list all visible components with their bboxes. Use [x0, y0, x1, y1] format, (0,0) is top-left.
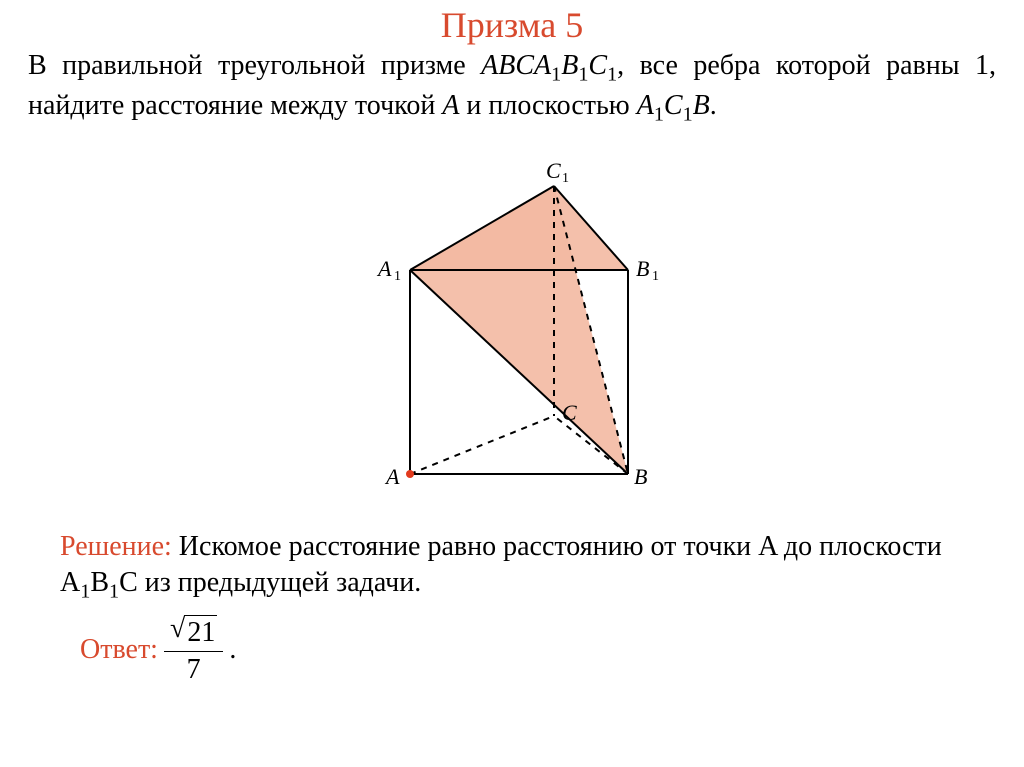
plane-name-2: A1B1C [60, 567, 138, 598]
radical-sign: √ [170, 615, 185, 643]
s: 1 [80, 581, 90, 603]
s: 1 [578, 64, 588, 86]
diagram-container: C1A1B1CAB [0, 138, 1024, 523]
fraction-denominator: 7 [164, 652, 223, 686]
svg-text:1: 1 [652, 269, 659, 284]
problem-part: В правильной треугольной призме [28, 50, 481, 81]
t: C [664, 90, 683, 121]
problem-part: и плоскостью [459, 90, 636, 121]
t: B [561, 50, 578, 81]
fraction-numerator: √ 21 [164, 613, 223, 653]
plane-name: A1C1B [637, 90, 710, 121]
s: 1 [109, 581, 119, 603]
sol-part: Искомое расстояние равно расстоянию от т… [172, 531, 758, 562]
svg-text:A: A [384, 464, 400, 489]
svg-text:1: 1 [562, 171, 569, 186]
problem-part: . [710, 90, 717, 121]
svg-text:C: C [546, 158, 561, 183]
svg-text:C: C [562, 400, 577, 425]
t: C [588, 50, 607, 81]
solution-keyword: Решение: [60, 531, 172, 562]
page-title: Призма 5 [0, 0, 1024, 48]
svg-text:B: B [636, 256, 649, 281]
s: 1 [607, 64, 617, 86]
prism-diagram: C1A1B1CAB [332, 138, 692, 518]
problem-text: В правильной треугольной призме ABCA1B1C… [0, 48, 1024, 128]
point-a: A [758, 531, 777, 562]
answer-row: Ответ: √ 21 7 . [0, 613, 1024, 687]
sqrt: √ 21 [170, 615, 217, 650]
point-a: A [442, 90, 459, 121]
prism-name: ABCA1B1C1 [481, 50, 617, 81]
svg-text:A: A [376, 256, 392, 281]
sol-part: до плоскости [777, 531, 942, 562]
svg-text:1: 1 [394, 269, 401, 284]
answer-dot: . [229, 634, 236, 666]
solution-text: Решение: Искомое расстояние равно рассто… [0, 529, 1024, 605]
t: A [60, 567, 80, 598]
t: ABCA [481, 50, 551, 81]
t: B [90, 567, 109, 598]
t: B [693, 90, 710, 121]
s: 1 [654, 103, 664, 125]
radicand: 21 [185, 615, 217, 650]
t: C [119, 567, 138, 598]
t: A [637, 90, 654, 121]
sol-part: из предыдущей задачи. [138, 567, 421, 598]
s: 1 [551, 64, 561, 86]
s: 1 [683, 103, 693, 125]
answer-keyword: Ответ: [80, 634, 158, 666]
answer-fraction: √ 21 7 [164, 613, 223, 687]
svg-text:B: B [634, 464, 647, 489]
